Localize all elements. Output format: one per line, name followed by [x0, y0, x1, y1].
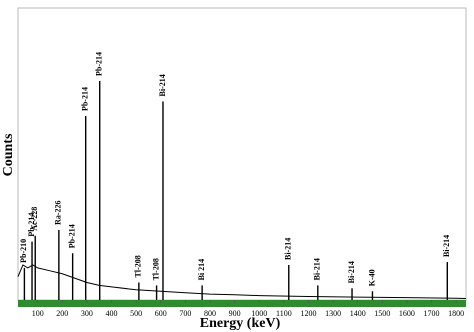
x-tick-label: 1000	[251, 309, 267, 318]
x-tick-label: 900	[229, 309, 241, 318]
x-tick-label: 100	[32, 309, 44, 318]
peak-label: Bi-214	[313, 258, 322, 280]
axis-band	[18, 300, 466, 307]
x-tick-label: 300	[81, 309, 93, 318]
x-tick-label: 1300	[325, 309, 341, 318]
peak-label: Ra-226	[54, 200, 63, 224]
x-tick-label: 200	[56, 309, 68, 318]
peak-label: Bi 214	[197, 259, 206, 281]
peak-label: Bi-214	[442, 235, 451, 257]
x-tick-label: 500	[130, 309, 142, 318]
x-tick-label: 1700	[424, 309, 440, 318]
peak-label: Bi-214	[158, 74, 167, 96]
x-tick-label: 700	[179, 309, 191, 318]
peak-label: Tl-208	[134, 255, 143, 277]
x-tick-label: 1800	[448, 309, 464, 318]
peak-label: Tl-208	[151, 258, 160, 280]
peak-label: Ac-228	[30, 207, 39, 231]
x-tick-label: 400	[106, 309, 118, 318]
peak-label: Pb-214	[81, 87, 90, 111]
peak-label: Pb-214	[67, 224, 76, 248]
x-tick-label: 1500	[374, 309, 390, 318]
y-axis-title: Counts	[1, 133, 16, 176]
x-tick-label: 1400	[350, 309, 366, 318]
x-tick-label: 1600	[399, 309, 415, 318]
peak-label: K-40	[367, 269, 376, 286]
peak-label: Bi-214	[284, 238, 293, 260]
x-tick-label: 1100	[276, 309, 292, 318]
peak-label: Pb-214	[27, 213, 36, 237]
peak-label: Pb-214	[95, 52, 104, 76]
plot-frame	[17, 7, 467, 301]
x-tick-label: 800	[204, 309, 216, 318]
peak-label: Pb-210	[19, 239, 28, 263]
spectrum-line	[17, 264, 467, 300]
x-tick-label: 1200	[300, 309, 316, 318]
peak-label: Bi-214	[347, 261, 356, 283]
x-tick-label: 600	[155, 309, 167, 318]
x-axis-title: Energy (keV)	[200, 316, 281, 331]
